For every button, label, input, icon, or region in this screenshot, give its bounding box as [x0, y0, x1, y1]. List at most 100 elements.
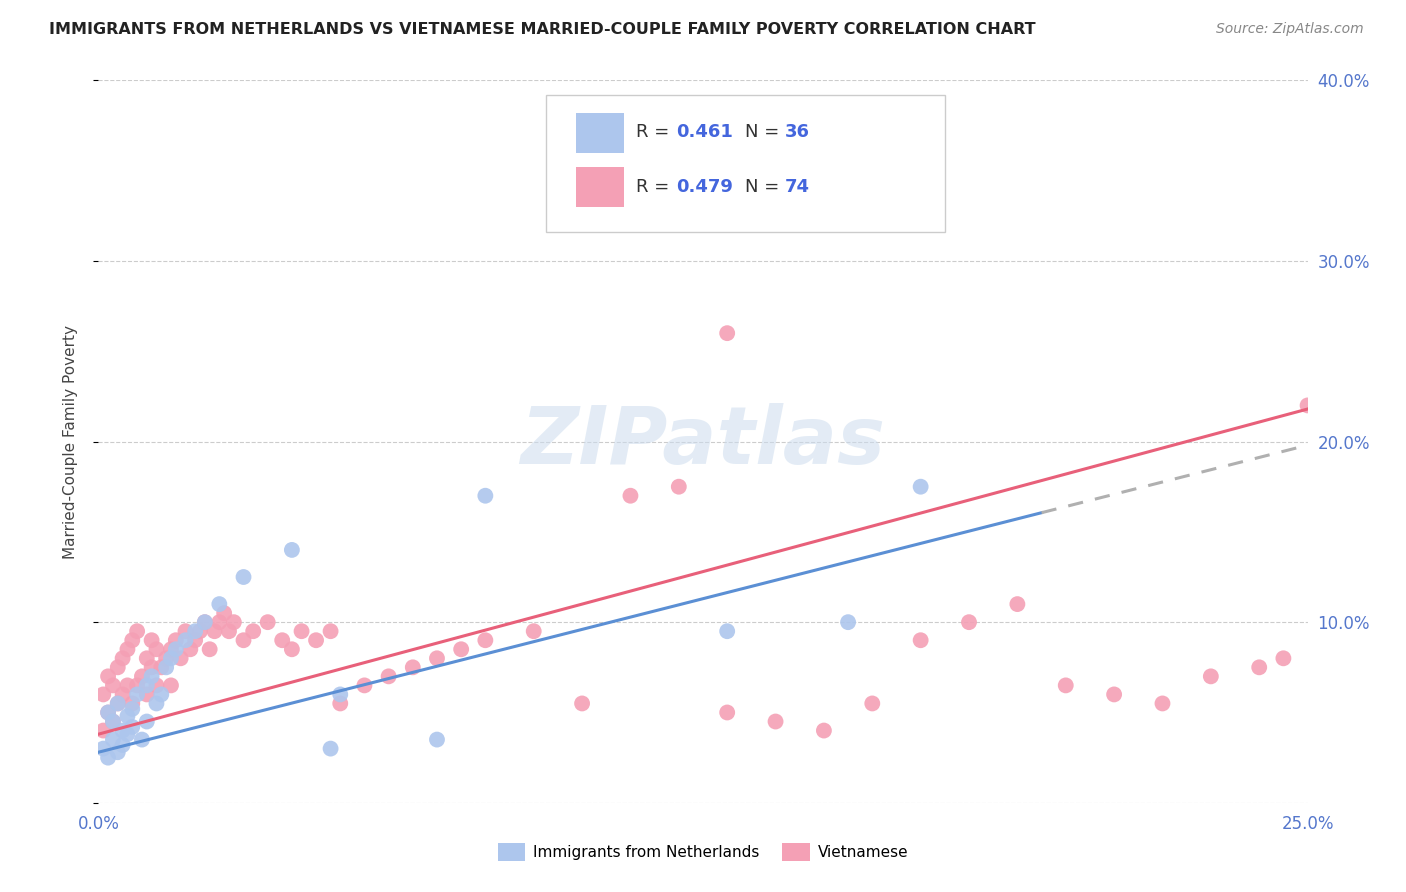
Point — [474, 489, 496, 503]
Point — [91, 687, 114, 701]
Point — [1102, 687, 1125, 701]
Point — [97, 750, 120, 764]
Point — [145, 642, 167, 657]
Text: Source: ZipAtlas.com: Source: ZipAtlas.com — [1216, 22, 1364, 37]
Point — [141, 669, 163, 683]
Point — [97, 706, 120, 720]
Point — [242, 624, 264, 639]
Text: R =: R = — [637, 123, 675, 141]
Y-axis label: Married-Couple Family Poverty: Married-Couple Family Poverty — [63, 325, 77, 558]
Point — [222, 615, 245, 630]
Point — [111, 687, 134, 701]
Point — [107, 697, 129, 711]
Point — [188, 624, 211, 639]
Point — [474, 633, 496, 648]
Point — [198, 642, 221, 657]
Point — [179, 642, 201, 657]
Point — [121, 702, 143, 716]
Point — [281, 642, 304, 657]
Point — [135, 714, 157, 729]
Point — [165, 642, 187, 657]
Text: 0.479: 0.479 — [676, 178, 734, 196]
Point — [232, 570, 254, 584]
Point — [141, 660, 163, 674]
Point — [1152, 697, 1174, 711]
Point — [329, 687, 352, 701]
Point — [117, 678, 139, 692]
Point — [1199, 669, 1222, 683]
Point — [837, 615, 859, 630]
Point — [402, 660, 425, 674]
Point — [194, 615, 217, 630]
Text: IMMIGRANTS FROM NETHERLANDS VS VIETNAMESE MARRIED-COUPLE FAMILY POVERTY CORRELAT: IMMIGRANTS FROM NETHERLANDS VS VIETNAMES… — [49, 22, 1036, 37]
Point — [319, 624, 342, 639]
Point — [716, 326, 738, 340]
Point — [101, 714, 124, 729]
FancyBboxPatch shape — [576, 112, 624, 153]
Point — [107, 660, 129, 674]
Point — [571, 697, 593, 711]
Point — [174, 633, 197, 648]
Text: R =: R = — [637, 178, 675, 196]
Text: N =: N = — [745, 123, 786, 141]
Point — [150, 660, 173, 674]
Point — [281, 542, 304, 557]
Point — [218, 624, 240, 639]
Point — [194, 615, 217, 630]
Point — [107, 745, 129, 759]
Point — [97, 669, 120, 683]
Point — [165, 633, 187, 648]
Point — [91, 741, 114, 756]
Point — [111, 651, 134, 665]
Point — [111, 738, 134, 752]
Point — [426, 732, 449, 747]
Point — [1007, 597, 1029, 611]
Point — [127, 624, 149, 639]
Point — [127, 678, 149, 692]
Text: 0.461: 0.461 — [676, 123, 734, 141]
Point — [169, 651, 191, 665]
Point — [1272, 651, 1295, 665]
Point — [121, 633, 143, 648]
Point — [141, 633, 163, 648]
Point — [117, 642, 139, 657]
Point — [716, 624, 738, 639]
Point — [101, 714, 124, 729]
Point — [1249, 660, 1271, 674]
Point — [184, 633, 207, 648]
Point — [131, 669, 153, 683]
Point — [91, 723, 114, 738]
Point — [860, 697, 883, 711]
Point — [329, 697, 352, 711]
Text: N =: N = — [745, 178, 786, 196]
Point — [135, 678, 157, 692]
Point — [1054, 678, 1077, 692]
Point — [353, 678, 375, 692]
Point — [290, 624, 312, 639]
Point — [1296, 398, 1319, 412]
Point — [160, 651, 183, 665]
Point — [121, 697, 143, 711]
Point — [232, 633, 254, 648]
Point — [204, 624, 226, 639]
Point — [910, 633, 932, 648]
Point — [957, 615, 980, 630]
FancyBboxPatch shape — [546, 95, 945, 232]
Text: ZIPatlas: ZIPatlas — [520, 402, 886, 481]
Point — [101, 678, 124, 692]
Point — [271, 633, 294, 648]
Point — [145, 697, 167, 711]
Point — [135, 687, 157, 701]
Point — [117, 727, 139, 741]
Point — [426, 651, 449, 665]
Point — [97, 706, 120, 720]
Point — [450, 642, 472, 657]
Text: 74: 74 — [785, 178, 810, 196]
Point — [256, 615, 278, 630]
Point — [127, 687, 149, 701]
Point — [813, 723, 835, 738]
Point — [174, 624, 197, 639]
Point — [160, 642, 183, 657]
Point — [716, 706, 738, 720]
Legend: Immigrants from Netherlands, Vietnamese: Immigrants from Netherlands, Vietnamese — [492, 837, 914, 867]
